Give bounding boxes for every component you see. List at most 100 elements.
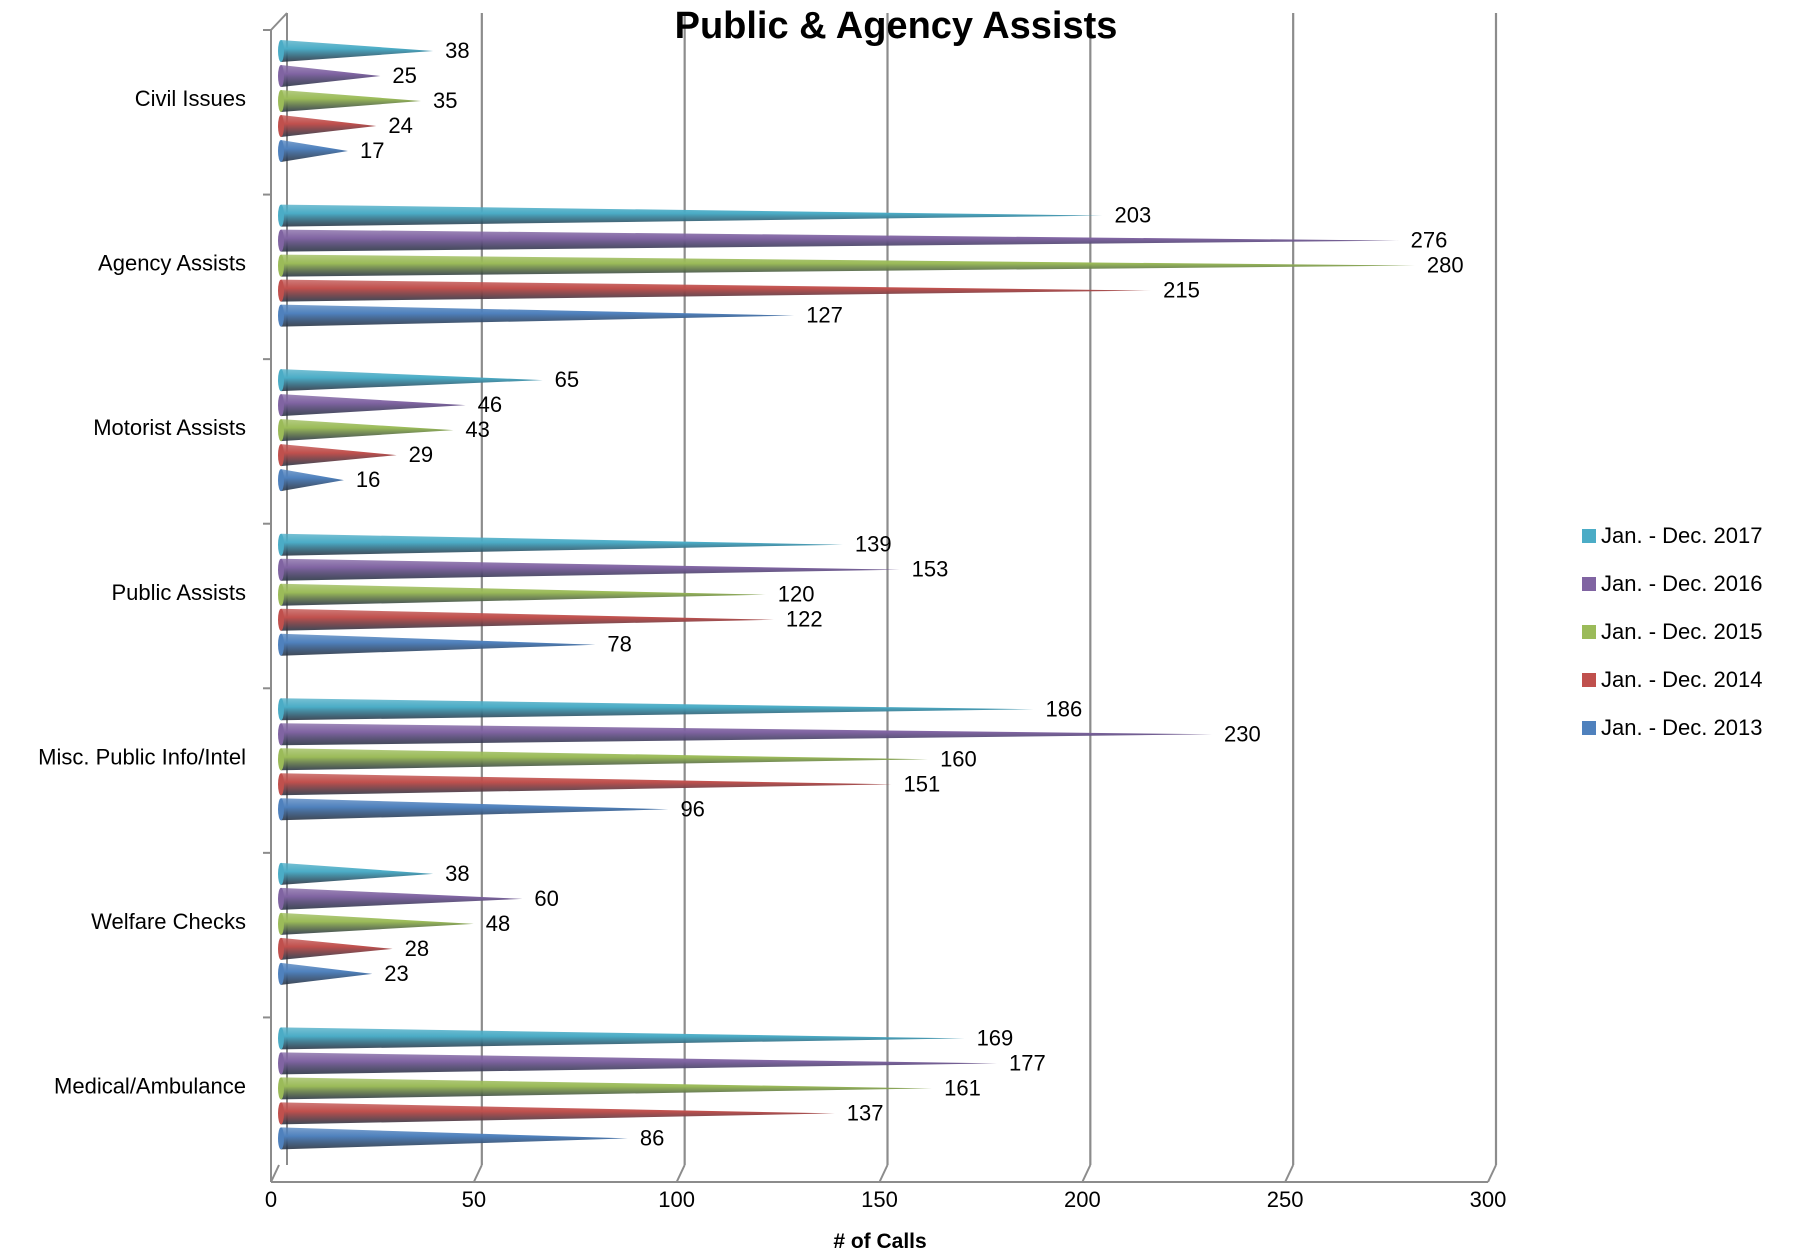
data-label: 60 — [534, 886, 558, 911]
bar-cap — [278, 419, 284, 442]
bar-cap — [278, 65, 284, 87]
bar-cap — [278, 937, 284, 960]
bar-cap — [278, 254, 284, 277]
data-label: 276 — [1411, 228, 1448, 253]
data-label: 86 — [640, 1125, 664, 1150]
bar-public-assists-2 — [281, 583, 766, 606]
bar-welfare-checks-4 — [281, 962, 373, 985]
floor-line-200 — [1081, 1164, 1092, 1183]
bar-civil-issues-0 — [281, 40, 434, 62]
bar-agency-assists-0 — [281, 204, 1103, 227]
bar-public-assists-4 — [281, 633, 596, 656]
bar-civil-issues-3 — [281, 115, 377, 137]
bar-public-assists-0 — [281, 533, 843, 556]
x-tick-label: 150 — [861, 1187, 898, 1212]
bar-cap — [278, 369, 284, 392]
legend-label: Jan. - Dec. 2015 — [1601, 619, 1762, 644]
category-label-misc-public-info-intel: Misc. Public Info/Intel — [38, 744, 246, 769]
bar-public-assists-1 — [281, 558, 900, 581]
bar-agency-assists-4 — [281, 304, 795, 327]
data-label: 25 — [392, 63, 416, 88]
data-label: 24 — [388, 113, 412, 138]
data-label: 46 — [478, 392, 502, 417]
bar-cap — [278, 140, 284, 162]
bar-misc-public-info-intel-3 — [281, 773, 892, 796]
bar-cap — [278, 1127, 284, 1150]
data-label: 17 — [360, 138, 384, 163]
bar-motorist-assists-3 — [281, 444, 397, 467]
data-label: 43 — [465, 417, 489, 442]
bar-cap — [278, 583, 284, 606]
bar-cap — [278, 633, 284, 656]
data-label: 28 — [405, 936, 429, 961]
bar-cap — [278, 723, 284, 746]
bar-agency-assists-2 — [281, 254, 1415, 277]
data-label: 16 — [356, 467, 380, 492]
data-label: 29 — [409, 442, 433, 467]
data-label: 137 — [847, 1100, 884, 1125]
bar-misc-public-info-intel-2 — [281, 748, 929, 771]
bar-cap — [278, 115, 284, 137]
bar-cap — [278, 1052, 284, 1075]
bar-cap — [278, 279, 284, 302]
bar-motorist-assists-2 — [281, 419, 454, 442]
data-label: 48 — [486, 911, 510, 936]
bar-cap — [278, 887, 284, 910]
legend-label: Jan. - Dec. 2014 — [1601, 667, 1762, 692]
data-label: 280 — [1427, 253, 1464, 278]
bar-cap — [278, 608, 284, 631]
bar-cap — [278, 912, 284, 935]
data-label: 38 — [445, 38, 469, 63]
bar-misc-public-info-intel-4 — [281, 798, 669, 821]
bar-cap — [278, 1102, 284, 1125]
data-label: 122 — [786, 607, 823, 632]
x-tick-label: 0 — [265, 1187, 277, 1212]
category-label-welfare-checks: Welfare Checks — [91, 909, 246, 934]
bar-motorist-assists-0 — [281, 369, 543, 392]
bar-civil-issues-1 — [281, 65, 381, 87]
bar-motorist-assists-1 — [281, 394, 466, 417]
chart-title: Public & Agency Assists — [675, 5, 1118, 47]
bar-welfare-checks-1 — [281, 887, 523, 910]
legend-swatch — [1582, 721, 1596, 735]
bar-welfare-checks-2 — [281, 912, 474, 935]
bar-welfare-checks-3 — [281, 937, 393, 960]
bar-agency-assists-1 — [281, 229, 1399, 252]
legend-swatch — [1582, 625, 1596, 639]
bar-cap — [278, 444, 284, 467]
bar-cap — [278, 304, 284, 327]
bar-medical-ambulance-2 — [281, 1077, 933, 1100]
bar-layer — [278, 40, 1415, 1150]
bar-medical-ambulance-3 — [281, 1102, 835, 1125]
data-label: 23 — [384, 961, 408, 986]
bar-agency-assists-3 — [281, 279, 1152, 302]
bar-motorist-assists-4 — [281, 469, 344, 492]
x-axis-title: # of Calls — [833, 1230, 926, 1253]
data-label: 215 — [1163, 278, 1200, 303]
bar-cap — [278, 798, 284, 821]
legend-swatch — [1582, 577, 1596, 591]
category-label-public-assists: Public Assists — [112, 580, 247, 605]
legend-label: Jan. - Dec. 2013 — [1601, 715, 1762, 740]
data-label: 65 — [555, 367, 579, 392]
data-label: 151 — [904, 771, 941, 796]
legend-swatch — [1582, 529, 1596, 543]
legend-label: Jan. - Dec. 2017 — [1601, 523, 1762, 548]
bar-misc-public-info-intel-0 — [281, 698, 1034, 721]
x-tick-label: 100 — [658, 1187, 695, 1212]
x-tick-label: 50 — [462, 1187, 486, 1212]
bar-cap — [278, 962, 284, 985]
bar-civil-issues-2 — [281, 90, 421, 112]
data-label: 78 — [607, 632, 631, 657]
data-label: 186 — [1046, 696, 1083, 721]
bar-cap — [278, 204, 284, 227]
category-label-agency-assists: Agency Assists — [98, 251, 246, 276]
bar-cap — [278, 40, 284, 62]
x-tick-label: 250 — [1267, 1187, 1304, 1212]
bar-cap — [278, 558, 284, 581]
data-label: 96 — [680, 796, 704, 821]
legend: Jan. - Dec. 2017 Jan. - Dec. 2016 Jan. - D… — [1582, 523, 1762, 740]
bar-medical-ambulance-1 — [281, 1052, 998, 1075]
